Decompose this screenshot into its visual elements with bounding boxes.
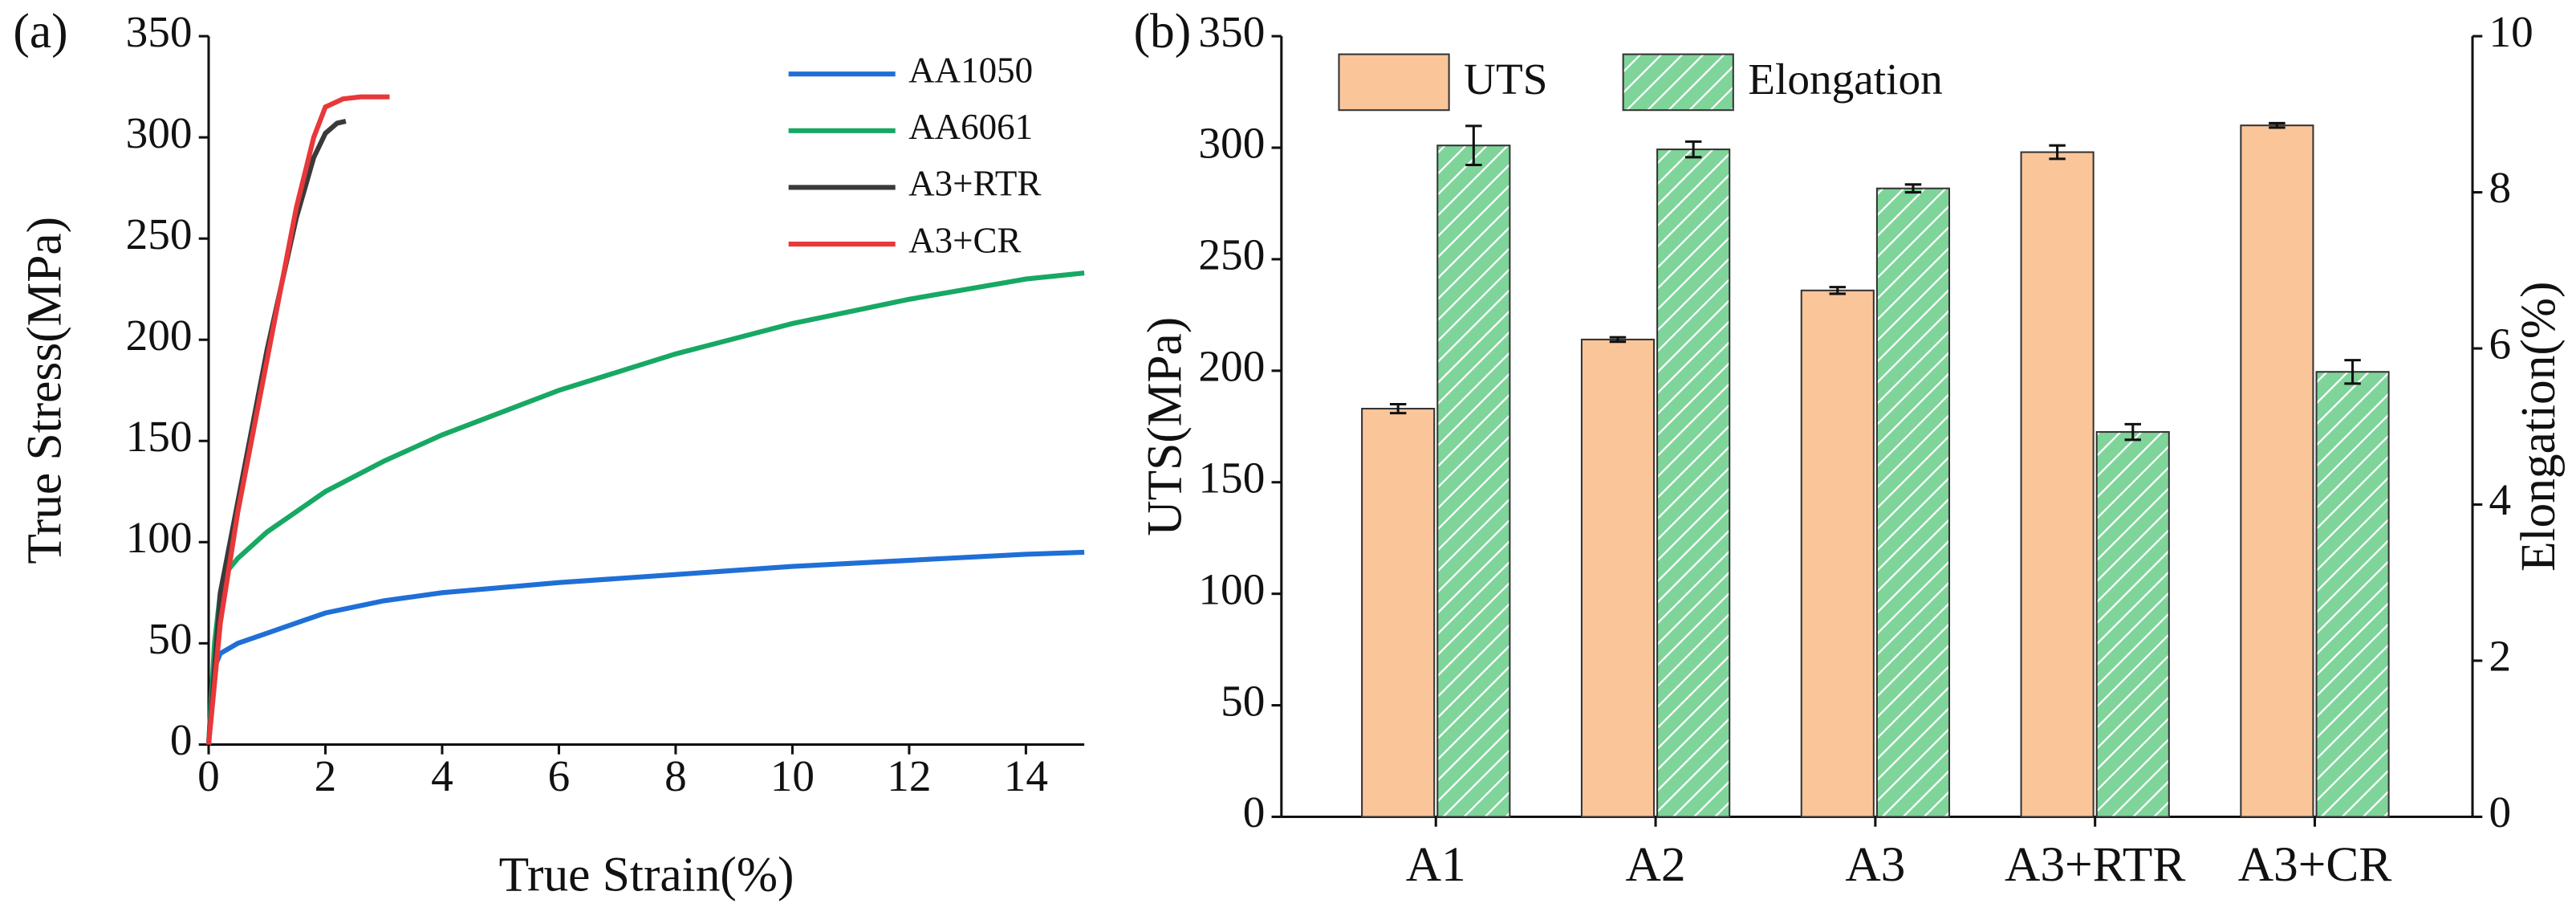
x-tick-label: A1 [1406,837,1466,892]
x-tick-label: 8 [664,751,687,800]
line [205,549,1085,745]
error-bar [2269,121,2285,129]
panel-label: (a) [13,4,67,59]
y-tick-label: 100 [1198,564,1265,613]
y2-tick-label: 6 [2489,320,2511,368]
x-tick-label: 12 [887,751,931,800]
bar [1800,289,1875,818]
bar [1361,408,1436,818]
bar [1656,149,1731,818]
x-axis-label: True Strain(%) [499,847,794,902]
error-bar [2049,144,2066,161]
error-bar [1904,183,1922,194]
legend-label: A3+RTR [908,164,1041,204]
y2-tick-label: 4 [2489,475,2511,524]
y-tick-label: 200 [1198,342,1265,391]
legend-swatch [1338,53,1450,112]
y-tick-label: 0 [1243,788,1266,836]
error-bar [2124,422,2142,442]
y-tick-label: 200 [126,311,193,360]
y2-axis-label: Elongation(%) [2511,282,2566,572]
error-bar [1684,140,1702,159]
error-bar [1465,124,1482,167]
y-tick-label: 0 [170,715,193,764]
error-bar [1389,402,1407,415]
y-tick-label: 250 [126,210,193,258]
y-tick-label: 100 [126,513,193,562]
y-tick-label: 300 [126,108,193,157]
legend-label: Elongation [1748,55,1943,104]
y-tick-label: 350 [126,7,193,56]
y-tick-label: 300 [1198,119,1265,168]
x-tick-label: 4 [431,751,453,800]
x-tick-label: 0 [197,751,220,800]
bar [1875,187,1951,818]
bar [1436,145,1511,818]
y-axis-label: UTS(MPa) [1138,317,1193,536]
line [205,270,1085,745]
y-tick-label: 350 [1198,7,1265,56]
error-bar [1829,286,1847,295]
y-tick-label: 50 [148,614,192,663]
bar [2020,151,2095,818]
x-tick-label: 14 [1004,751,1048,800]
legend-label: AA1050 [908,50,1033,90]
bar [2315,371,2390,818]
y2-tick-label: 0 [2489,788,2511,836]
y2-tick-label: 2 [2489,632,2511,681]
x-tick-label: A3 [1845,837,1905,892]
legend-label: AA6061 [908,107,1033,147]
bar [2240,124,2314,818]
y-tick-label: 150 [126,412,193,461]
error-bar [2344,359,2361,385]
x-tick-label: A2 [1626,837,1686,892]
bar [2095,431,2170,818]
legend-swatch [1622,53,1734,112]
bar [1580,338,1656,818]
legend-label: A3+CR [908,220,1021,260]
y-tick-label: 250 [1198,230,1265,279]
y2-tick-label: 8 [2489,163,2511,212]
y-tick-label: 50 [1221,676,1265,725]
x-tick-label: A3+RTR [2005,837,2185,892]
line [205,94,390,745]
panel-label: (b) [1134,4,1192,59]
error-bar [1609,336,1627,344]
y-tick-label: 150 [1198,453,1265,502]
legend-label: UTS [1464,55,1547,104]
x-tick-label: A3+CR [2238,837,2392,892]
y2-tick-label: 10 [2489,7,2533,56]
x-tick-label: 2 [315,751,337,800]
x-tick-label: 6 [548,751,571,800]
x-tick-label: 10 [770,751,815,800]
y-axis-label: True Stress(MPa) [18,217,72,564]
